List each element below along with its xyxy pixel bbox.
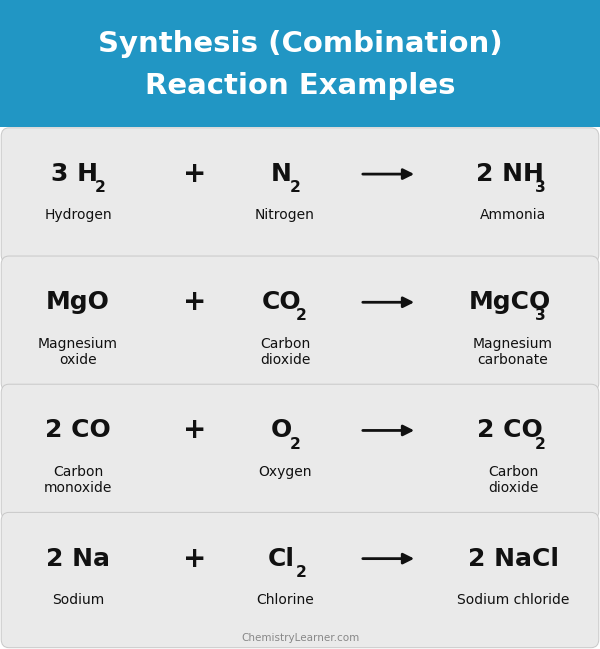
Text: CO: CO (262, 290, 301, 314)
Text: MgCO: MgCO (469, 290, 551, 314)
Text: 2: 2 (290, 437, 301, 452)
Text: O: O (271, 419, 292, 443)
Text: 3: 3 (535, 308, 546, 323)
Text: Magnesium
oxide: Magnesium oxide (38, 337, 118, 367)
FancyBboxPatch shape (1, 384, 599, 520)
Text: 2: 2 (535, 437, 546, 452)
Text: 2: 2 (296, 308, 307, 323)
FancyBboxPatch shape (1, 256, 599, 391)
Text: N: N (271, 162, 292, 186)
Text: +: + (184, 545, 206, 572)
Text: Ammonia: Ammonia (480, 208, 546, 223)
Text: Nitrogen: Nitrogen (255, 208, 315, 223)
Text: Magnesium
carbonate: Magnesium carbonate (473, 337, 553, 367)
Text: 2 NaCl: 2 NaCl (467, 546, 559, 570)
Text: 2 CO: 2 CO (476, 419, 542, 443)
Text: +: + (184, 288, 206, 316)
Text: Carbon
monoxide: Carbon monoxide (44, 465, 112, 495)
Text: MgO: MgO (46, 290, 110, 314)
FancyBboxPatch shape (0, 0, 600, 127)
Text: 2 NH: 2 NH (476, 162, 544, 186)
Text: Carbon
dioxide: Carbon dioxide (260, 337, 310, 367)
Text: Sodium chloride: Sodium chloride (457, 593, 569, 607)
Text: Oxygen: Oxygen (258, 465, 312, 479)
Text: 2: 2 (94, 180, 106, 195)
Text: 3 H: 3 H (51, 162, 98, 186)
Text: Sodium: Sodium (52, 593, 104, 607)
Text: Chlorine: Chlorine (256, 593, 314, 607)
Text: 2: 2 (296, 565, 307, 580)
Text: +: + (184, 417, 206, 445)
Text: Cl: Cl (268, 546, 295, 570)
Text: Synthesis (Combination): Synthesis (Combination) (98, 30, 502, 58)
FancyBboxPatch shape (1, 513, 599, 648)
Text: Carbon
dioxide: Carbon dioxide (488, 465, 538, 495)
Text: 2 Na: 2 Na (46, 546, 110, 570)
FancyBboxPatch shape (1, 128, 599, 263)
Text: Reaction Examples: Reaction Examples (145, 72, 455, 100)
Text: 2 CO: 2 CO (45, 419, 111, 443)
Text: 3: 3 (535, 180, 546, 195)
Text: Hydrogen: Hydrogen (44, 208, 112, 223)
Text: 2: 2 (290, 180, 301, 195)
Text: ChemistryLearner.com: ChemistryLearner.com (241, 633, 359, 643)
Text: +: + (184, 160, 206, 188)
